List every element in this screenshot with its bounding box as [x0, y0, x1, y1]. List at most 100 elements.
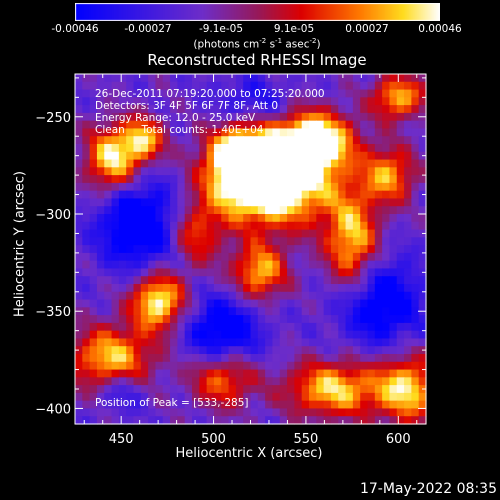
- heatmap-cell: [382, 151, 391, 161]
- heatmap-cell: [148, 322, 157, 332]
- heatmap-cell: [118, 136, 127, 145]
- heatmap-cell: [104, 315, 113, 324]
- heatmap-cell: [367, 151, 376, 161]
- heatmap-cell: [170, 74, 178, 83]
- heatmap-cell: [96, 167, 105, 176]
- heatmap-cell: [360, 89, 369, 98]
- heatmap-cell: [111, 206, 120, 215]
- heatmap-cell: [352, 284, 361, 293]
- heatmap-cell: [104, 408, 113, 417]
- heatmap-cell: [162, 330, 171, 340]
- heatmap-cell: [82, 105, 91, 114]
- heatmap-cell: [213, 221, 222, 231]
- heatmap-cell: [75, 97, 83, 106]
- heatmap-cell: [345, 361, 354, 371]
- heatmap-cell: [184, 245, 193, 254]
- heatmap-cell: [140, 182, 149, 192]
- heatmap-cell: [382, 206, 391, 215]
- heatmap-cell: [265, 190, 274, 200]
- heatmap-cell: [75, 182, 83, 192]
- heatmap-cell: [287, 136, 295, 145]
- heatmap-cell: [404, 159, 412, 168]
- heatmap-cell: [213, 284, 222, 293]
- heatmap-cell: [213, 361, 222, 371]
- heatmap-cell: [257, 252, 266, 262]
- heatmap-cell: [162, 81, 171, 91]
- heatmap-cell: [294, 214, 303, 223]
- heatmap-cell: [345, 105, 354, 114]
- heatmap-cell: [257, 276, 266, 285]
- heatmap-cell: [316, 330, 325, 340]
- heatmap-cell: [396, 89, 405, 98]
- heatmap-cell: [221, 276, 230, 285]
- heatmap-cell: [243, 81, 252, 91]
- heatmap-cell: [155, 120, 164, 130]
- heatmap-cell: [294, 322, 303, 332]
- heatmap-cell: [309, 128, 317, 137]
- heatmap-cell: [279, 151, 288, 161]
- heatmap-cell: [140, 237, 149, 246]
- heatmap-cell: [279, 182, 288, 192]
- heatmap-cell: [352, 377, 361, 386]
- heatmap-cell: [228, 385, 237, 394]
- heatmap-cell: [404, 276, 412, 285]
- heatmap-cell: [148, 369, 157, 378]
- heatmap-cell: [279, 175, 288, 184]
- heatmap-cell: [126, 291, 135, 301]
- heatmap-cell: [287, 291, 295, 301]
- heatmap-cell: [133, 198, 142, 207]
- heatmap-cell: [272, 377, 281, 386]
- heatmap-cell: [96, 299, 105, 308]
- annotation-detectors: Detectors: 3F 4F 5F 6F 7F 8F, Att 0: [95, 100, 279, 112]
- heatmap-cell: [133, 408, 142, 417]
- heatmap-cell: [265, 299, 274, 308]
- heatmap-cell: [323, 237, 332, 246]
- heatmap-cell: [272, 299, 281, 308]
- heatmap-cell: [389, 151, 398, 161]
- heatmap-cell: [352, 105, 361, 114]
- heatmap-cell: [382, 136, 391, 145]
- heatmap-cell: [265, 400, 274, 410]
- heatmap-cell: [111, 276, 120, 285]
- heatmap-cell: [89, 128, 98, 137]
- heatmap-cell: [287, 190, 295, 200]
- heatmap-cell: [352, 260, 361, 270]
- heatmap-cell: [418, 408, 427, 417]
- heatmap-cell: [162, 237, 171, 246]
- heatmap-cell: [301, 400, 310, 410]
- heatmap-cell: [323, 182, 332, 192]
- heatmap-cell: [309, 354, 317, 363]
- heatmap-cell: [287, 159, 295, 168]
- heatmap-cell: [382, 276, 391, 285]
- heatmap-cell: [170, 400, 178, 410]
- heatmap-cell: [404, 346, 412, 355]
- heatmap-cell: [367, 214, 376, 223]
- heatmap-cell: [279, 354, 288, 363]
- heatmap-cell: [360, 175, 369, 184]
- heatmap-cell: [213, 260, 222, 270]
- heatmap-cell: [338, 299, 347, 308]
- heatmap-cell: [243, 284, 252, 293]
- heatmap-cell: [228, 206, 237, 215]
- heatmap-cell: [257, 299, 266, 308]
- heatmap-cell: [155, 408, 164, 417]
- heatmap-cell: [279, 105, 288, 114]
- heatmap-cell: [243, 237, 252, 246]
- heatmap-cell: [104, 190, 113, 200]
- heatmap-cell: [272, 120, 281, 130]
- heatmap-cell: [367, 400, 376, 410]
- heatmap-cell: [177, 198, 186, 207]
- heatmap-cell: [126, 74, 135, 83]
- heatmap-cell: [309, 245, 317, 254]
- heatmap-cell: [96, 128, 105, 137]
- heatmap-cell: [75, 206, 83, 215]
- heatmap-cell: [221, 322, 230, 332]
- heatmap-cell: [170, 81, 178, 91]
- heatmap-cell: [279, 260, 288, 270]
- heatmap-cell: [374, 151, 383, 161]
- heatmap-cell: [82, 190, 91, 200]
- heatmap-cell: [323, 361, 332, 371]
- heatmap-cell: [140, 346, 149, 355]
- heatmap-cell: [213, 322, 222, 332]
- heatmap-cell: [287, 299, 295, 308]
